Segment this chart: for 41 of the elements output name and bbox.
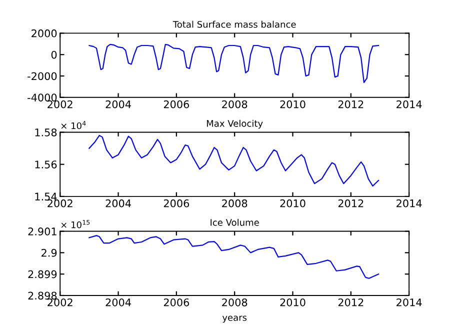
y-tick-label: 2.898 <box>28 292 57 300</box>
x-tick-label: 2002 <box>48 100 72 108</box>
x-tick-label: 2004 <box>106 100 131 108</box>
y-tick-label: 2000 <box>32 29 57 38</box>
x-tick-label: 2008 <box>222 199 248 208</box>
text: × 10$^{15}$ <box>61 220 90 228</box>
chart-title: Ice Volume <box>210 218 259 226</box>
y-tick-label: 1.58 <box>35 128 57 136</box>
y-tick-label: 2.899 <box>28 270 57 278</box>
x-tick-label: 2010 <box>280 298 306 306</box>
x-tick-label: 2010 <box>280 100 306 108</box>
y-tick-label: -4000 <box>28 94 57 102</box>
x-tick-label: 2006 <box>164 100 190 108</box>
text: × 10$^{4}$ <box>61 120 86 130</box>
x-tick-label: 2002 <box>48 199 72 208</box>
x-tick-label: 2012 <box>338 100 364 108</box>
x-axis-title: years <box>222 316 247 323</box>
y-tick-label: 0 <box>51 50 57 59</box>
y-tick-label: 1.56 <box>35 160 57 168</box>
y-tick-label: 2.901 <box>28 228 56 236</box>
line-series <box>88 134 380 187</box>
x-tick-label: 2010 <box>280 199 306 208</box>
line-series <box>88 235 380 279</box>
x-tick-label: 2004 <box>106 298 131 306</box>
x-tick-label: 2006 <box>164 199 190 208</box>
x-tick-label: 2014 <box>396 298 422 306</box>
line-series <box>88 44 380 83</box>
x-tick-label: 2014 <box>396 100 422 108</box>
x-tick-label: 2008 <box>222 100 248 108</box>
x-tick-label: 2008 <box>222 298 248 306</box>
x-tick-label: 2014 <box>396 199 422 208</box>
x-tick-label: 2012 <box>338 199 364 208</box>
y-tick-label: 2.9 <box>42 248 57 257</box>
y-tick-label: -2000 <box>28 72 57 80</box>
chart-title: Total Surface mass balance <box>172 20 296 28</box>
chart-title: Max Velocity <box>207 120 263 129</box>
x-tick-label: 2002 <box>48 298 72 306</box>
y-tick-label: 1.54 <box>35 192 57 201</box>
x-tick-label: 2012 <box>338 298 364 306</box>
x-tick-label: 2006 <box>164 298 190 306</box>
x-tick-label: 2004 <box>106 199 131 208</box>
